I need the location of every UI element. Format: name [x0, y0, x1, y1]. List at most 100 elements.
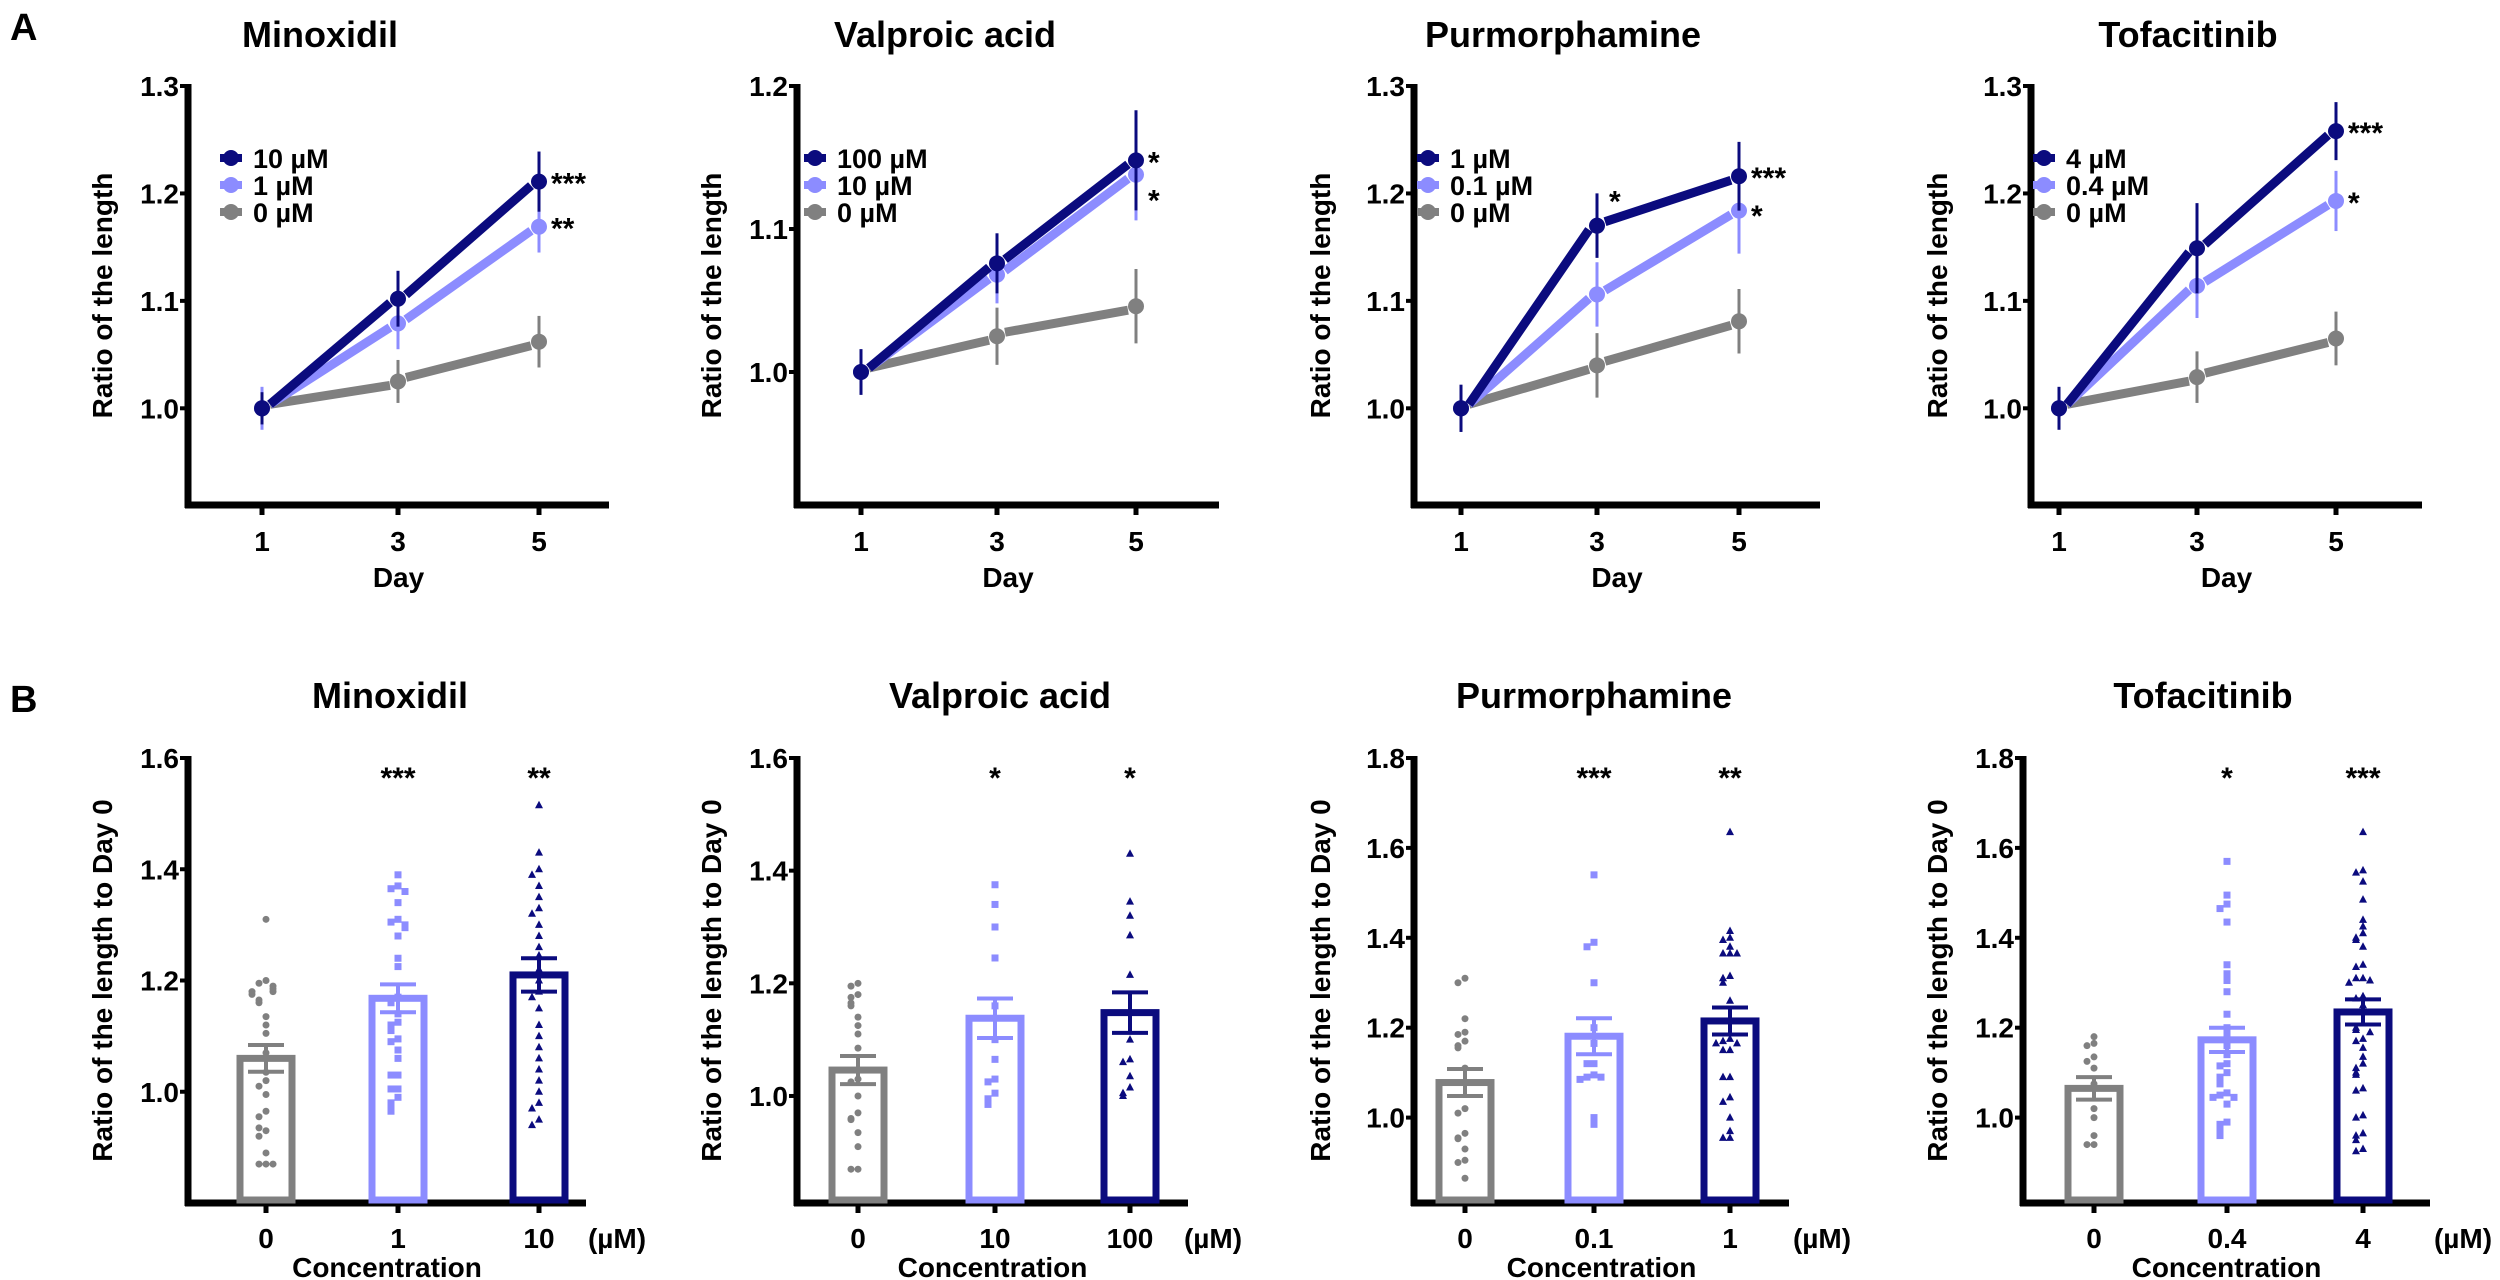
data-point	[2223, 988, 2231, 996]
data-point	[1719, 949, 1727, 957]
series-0uM	[254, 315, 547, 422]
data-point	[847, 993, 855, 1001]
legend-label: 0.1 µM	[1450, 171, 1533, 201]
data-point	[387, 999, 395, 1007]
data-point	[535, 1053, 543, 1062]
series-0uM	[1453, 289, 1747, 422]
x-tick-label: 0	[1457, 1223, 1473, 1254]
y-axis-label: Ratio of the length	[87, 173, 118, 419]
data-point	[2223, 918, 2231, 926]
series-line-segment	[1467, 365, 1591, 409]
data-point	[394, 915, 402, 923]
data-point	[390, 290, 406, 307]
x-tick-label: 10	[523, 1223, 554, 1254]
data-point	[2223, 961, 2231, 969]
data-point	[989, 255, 1005, 272]
data-point	[2223, 1051, 2231, 1059]
data-point	[1726, 933, 1734, 941]
series-line-segment	[2202, 201, 2331, 286]
data-point	[984, 1095, 992, 1103]
y-tick-label: 1.6	[1366, 833, 1405, 864]
data-point	[991, 1055, 999, 1063]
series-line-segment	[1602, 210, 1734, 295]
legend-label: 4 µM	[2066, 144, 2127, 174]
legend-marker	[2036, 204, 2052, 220]
data-point	[535, 892, 543, 901]
bar-chart-purmorphamine: Purmorphamine 1.0 1.2 1.4 1.6 1.8 Ratio of the…	[1305, 675, 1851, 1280]
data-point	[1726, 996, 1734, 1004]
data-point	[2359, 865, 2367, 874]
data-point	[254, 400, 270, 417]
data-point	[854, 1092, 862, 1100]
y-tick-label: 1.2	[1975, 1013, 2014, 1044]
data-point	[853, 364, 869, 381]
legend-label: 0 µM	[253, 198, 314, 228]
significance-stars: ***	[2345, 762, 2380, 795]
data-point	[528, 1103, 536, 1112]
data-point	[2230, 1093, 2238, 1101]
data-point	[991, 881, 999, 889]
series-line-segment	[1465, 227, 1593, 407]
x-axis-label: Day	[982, 562, 1034, 593]
y-tick-label: 1.8	[1366, 743, 1405, 774]
y-tick-label: 1.1	[1366, 286, 1405, 317]
data-point	[1726, 926, 1734, 935]
data-point	[2359, 922, 2367, 930]
data-point	[262, 1091, 270, 1099]
chart-title: Tofacitinib	[2113, 675, 2292, 716]
data-point	[1590, 1060, 1598, 1068]
data-point	[394, 932, 402, 940]
data-point	[535, 1031, 543, 1040]
data-point	[255, 1082, 263, 1090]
data-point	[528, 870, 536, 878]
legend-marker	[1420, 150, 1436, 166]
data-point	[528, 909, 536, 917]
data-point	[984, 1100, 992, 1108]
data-point	[2352, 973, 2360, 982]
data-point	[854, 991, 862, 999]
data-point	[2352, 868, 2360, 876]
data-point	[854, 1129, 862, 1137]
data-point	[847, 1116, 855, 1124]
series-4uM: ***	[2051, 102, 2383, 430]
data-point	[1461, 1145, 1469, 1153]
data-point	[387, 1027, 395, 1035]
data-point	[394, 963, 402, 971]
data-point	[1126, 1071, 1134, 1080]
data-point	[387, 1038, 395, 1046]
x-tick-label: 1	[254, 526, 270, 557]
data-point	[2223, 857, 2231, 865]
legend-marker	[223, 150, 239, 166]
data-point	[2083, 1042, 2091, 1050]
bar-chart-tofacitinib: Tofacitinib 1.0 1.2 1.4 1.6 1.8 Ratio of the l…	[1922, 675, 2492, 1280]
data-point	[1576, 1075, 1584, 1083]
y-axis-label: Ratio of the length to Day 0	[1922, 799, 1953, 1161]
data-point	[262, 1029, 270, 1037]
data-point	[1719, 935, 1727, 944]
data-point	[1454, 1030, 1462, 1038]
series-line-segment	[2203, 338, 2330, 378]
chart-title: Valproic acid	[834, 14, 1056, 55]
legend-label: 0 µM	[2066, 198, 2127, 228]
data-point	[2328, 123, 2344, 140]
data-point	[1126, 1083, 1134, 1091]
data-point	[262, 1021, 270, 1029]
data-point	[255, 1132, 263, 1140]
data-point	[854, 1013, 862, 1021]
chart-title: Tofacitinib	[2098, 14, 2277, 55]
significance-stars: **	[1718, 762, 1742, 795]
data-point	[1719, 1072, 1727, 1081]
data-point	[387, 1071, 395, 1079]
data-point	[387, 1102, 395, 1110]
data-point	[1453, 400, 1469, 417]
legend-marker	[2036, 150, 2052, 166]
series-1uM: ****	[1453, 141, 1786, 432]
data-point	[1731, 168, 1747, 185]
data-point	[269, 988, 277, 996]
panel-label-a: A	[10, 7, 37, 49]
line-chart-minoxidil: Minoxidil 1.0 1.1 1.2 1.3 Ratio of the length…	[87, 14, 609, 593]
y-axis-label: Ratio of the length to Day 0	[696, 799, 727, 1161]
significance-stars: **	[527, 762, 551, 795]
data-point	[2352, 1113, 2360, 1121]
y-tick-label: 1.4	[140, 854, 179, 885]
